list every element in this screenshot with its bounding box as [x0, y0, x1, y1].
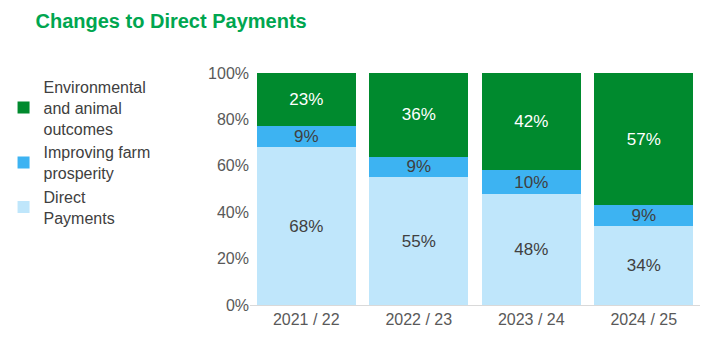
svg-text:Changes to Direct Payments: Changes to Direct Payments [36, 10, 307, 32]
svg-text:40%: 40% [217, 204, 249, 221]
svg-text:57%: 57% [627, 130, 661, 149]
svg-text:60%: 60% [217, 157, 249, 174]
svg-text:Improving farmprosperity: Improving farmprosperity [44, 144, 151, 182]
svg-text:9%: 9% [631, 206, 656, 225]
svg-text:10%: 10% [514, 173, 548, 192]
svg-text:100%: 100% [208, 65, 249, 82]
svg-text:Environmentaland animaloutcome: Environmentaland animaloutcomes [44, 79, 146, 138]
svg-text:36%: 36% [402, 105, 436, 124]
svg-text:55%: 55% [402, 232, 436, 251]
svg-text:20%: 20% [217, 250, 249, 267]
svg-text:2024 / 25: 2024 / 25 [610, 311, 677, 328]
svg-text:DirectPayments: DirectPayments [44, 189, 115, 227]
svg-text:2022 / 23: 2022 / 23 [385, 311, 452, 328]
svg-text:9%: 9% [294, 127, 319, 146]
svg-text:80%: 80% [217, 111, 249, 128]
svg-text:2021 / 22: 2021 / 22 [273, 311, 340, 328]
svg-text:34%: 34% [627, 256, 661, 275]
svg-text:2023 / 24: 2023 / 24 [498, 311, 565, 328]
svg-text:68%: 68% [289, 217, 323, 236]
svg-text:23%: 23% [289, 90, 323, 109]
svg-text:42%: 42% [514, 112, 548, 131]
svg-text:48%: 48% [514, 240, 548, 259]
svg-text:9%: 9% [406, 157, 431, 176]
svg-text:0%: 0% [226, 297, 249, 314]
